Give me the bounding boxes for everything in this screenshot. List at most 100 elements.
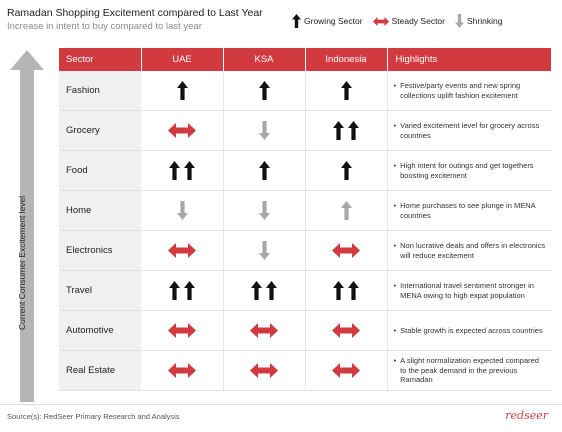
double-up-arrow-icon	[169, 281, 195, 300]
highlight-text: High intent for outings and get together…	[400, 161, 534, 180]
table-header-row: Sector UAE KSA Indonesia Highlights	[59, 48, 551, 71]
cell-uae	[141, 110, 224, 151]
down-arrow-icon	[258, 201, 270, 220]
highlight-text: Non lucrative deals and offers in electr…	[400, 241, 546, 260]
up-arrow-icon	[292, 14, 301, 28]
cell-indonesia	[305, 350, 388, 391]
cell-ksa	[223, 110, 306, 151]
cell-ksa	[223, 190, 306, 231]
bullet-icon: •	[393, 356, 397, 366]
cell-indonesia	[305, 150, 388, 191]
cell-ksa	[223, 310, 306, 351]
bullet-icon: •	[393, 161, 397, 170]
highlight-cell: • Home purchases to see plunge in MENA co…	[387, 190, 551, 231]
steady-arrow-icon	[250, 362, 278, 379]
cell-uae	[141, 230, 224, 271]
bullet-icon: •	[393, 201, 397, 210]
column-header-highlights: Highlights	[387, 48, 551, 71]
double-up-arrow-icon	[333, 121, 359, 140]
steady-arrow-icon	[372, 16, 389, 26]
cell-ksa	[223, 230, 306, 271]
table-row: Home • Home purchases to see plunge in MEN…	[59, 190, 551, 231]
cell-uae	[141, 71, 224, 111]
down-arrow-icon	[454, 14, 464, 28]
table-row: Food • High intent for outings and get tog…	[59, 150, 551, 191]
down-arrow-icon	[258, 121, 270, 140]
highlight-text: Varied excitement level for grocery acro…	[400, 121, 540, 140]
gray-up-arrow-icon	[340, 201, 352, 220]
up-arrow-icon	[340, 161, 352, 180]
down-arrow-icon	[176, 201, 188, 220]
highlight-cell: • Stable growth is expected across countr…	[387, 310, 551, 351]
highlight-cell: • Festive/party events and new spring col…	[387, 71, 551, 111]
steady-arrow-icon	[168, 322, 196, 339]
bullet-icon: •	[393, 281, 397, 290]
up-arrow-icon	[176, 81, 188, 100]
steady-arrow-icon	[332, 322, 360, 339]
sector-label: Home	[59, 190, 142, 231]
cell-uae	[141, 350, 224, 391]
down-arrow-icon	[258, 241, 270, 260]
table-row: Travel • International travel sentiment st…	[59, 270, 551, 311]
table-row: Grocery • Varied excitement level for groc…	[59, 110, 551, 151]
cell-indonesia	[305, 230, 388, 271]
sector-label: Real Estate	[59, 350, 142, 391]
highlight-text: Home purchases to see plunge in MENA cou…	[400, 201, 536, 220]
sector-label: Food	[59, 150, 142, 191]
cell-ksa	[223, 270, 306, 311]
column-header-uae: UAE	[141, 48, 224, 71]
highlight-cell: • International travel sentiment stronger…	[387, 270, 551, 311]
highlight-cell: • Varied excitement level for grocery acr…	[387, 110, 551, 151]
footer-divider	[0, 404, 562, 405]
cell-indonesia	[305, 71, 388, 111]
chart-subtitle: Increase in intent to buy compared to la…	[7, 21, 202, 32]
excitement-axis-arrow-icon	[10, 50, 44, 402]
cell-ksa	[223, 150, 306, 191]
steady-arrow-icon	[168, 362, 196, 379]
highlight-text: Stable growth is expected across countri…	[400, 325, 543, 335]
legend-item-growing: Growing Sector	[292, 14, 363, 28]
bullet-icon: •	[393, 121, 397, 130]
legend-label: Shrinking	[466, 16, 503, 26]
cell-indonesia	[305, 270, 388, 311]
legend-label: Growing Sector	[304, 16, 363, 26]
cell-ksa	[223, 350, 306, 391]
cell-indonesia	[305, 190, 388, 231]
brand-logo: redseer	[505, 409, 548, 422]
column-header-indonesia: Indonesia	[305, 48, 388, 71]
highlight-cell: • A slight normalization expected compare…	[387, 350, 551, 391]
bullet-icon: •	[393, 241, 397, 250]
legend-item-shrinking: Shrinking	[454, 14, 503, 28]
sector-label: Travel	[59, 270, 142, 311]
cell-indonesia	[305, 110, 388, 151]
steady-arrow-icon	[332, 362, 360, 379]
sector-label: Automotive	[59, 310, 142, 351]
table-row: Automotive • Stable growth is expected acr…	[59, 310, 551, 351]
sector-label: Fashion	[59, 71, 142, 111]
double-up-arrow-icon	[333, 281, 359, 300]
double-up-arrow-icon	[169, 161, 195, 180]
steady-arrow-icon	[168, 242, 196, 259]
highlight-text: A slight normalization expected compared…	[400, 356, 539, 385]
highlight-text: Festive/party events and new spring coll…	[400, 81, 521, 100]
sector-label: Electronics	[59, 230, 142, 271]
legend: Growing Sector Steady Sector Shrinking	[292, 14, 512, 28]
cell-uae	[141, 310, 224, 351]
steady-arrow-icon	[168, 122, 196, 139]
sector-table: Sector UAE KSA Indonesia Highlights Fash…	[59, 48, 551, 391]
up-arrow-icon	[258, 161, 270, 180]
sector-label: Grocery	[59, 110, 142, 151]
legend-label: Steady Sector	[391, 16, 445, 26]
highlight-cell: • High intent for outings and get togethe…	[387, 150, 551, 191]
highlight-text: International travel sentiment stronger …	[400, 281, 534, 300]
bullet-icon: •	[393, 325, 397, 335]
cell-uae	[141, 150, 224, 191]
chart-title: Ramadan Shopping Excitement compared to …	[7, 7, 263, 19]
up-arrow-icon	[340, 81, 352, 100]
table-row: Real Estate • A slight normalization expec…	[59, 350, 551, 391]
cell-uae	[141, 190, 224, 231]
column-header-sector: Sector	[59, 48, 142, 71]
steady-arrow-icon	[250, 322, 278, 339]
legend-item-steady: Steady Sector	[372, 16, 445, 26]
table-row: Electronics • Non lucrative deals and offe…	[59, 230, 551, 271]
